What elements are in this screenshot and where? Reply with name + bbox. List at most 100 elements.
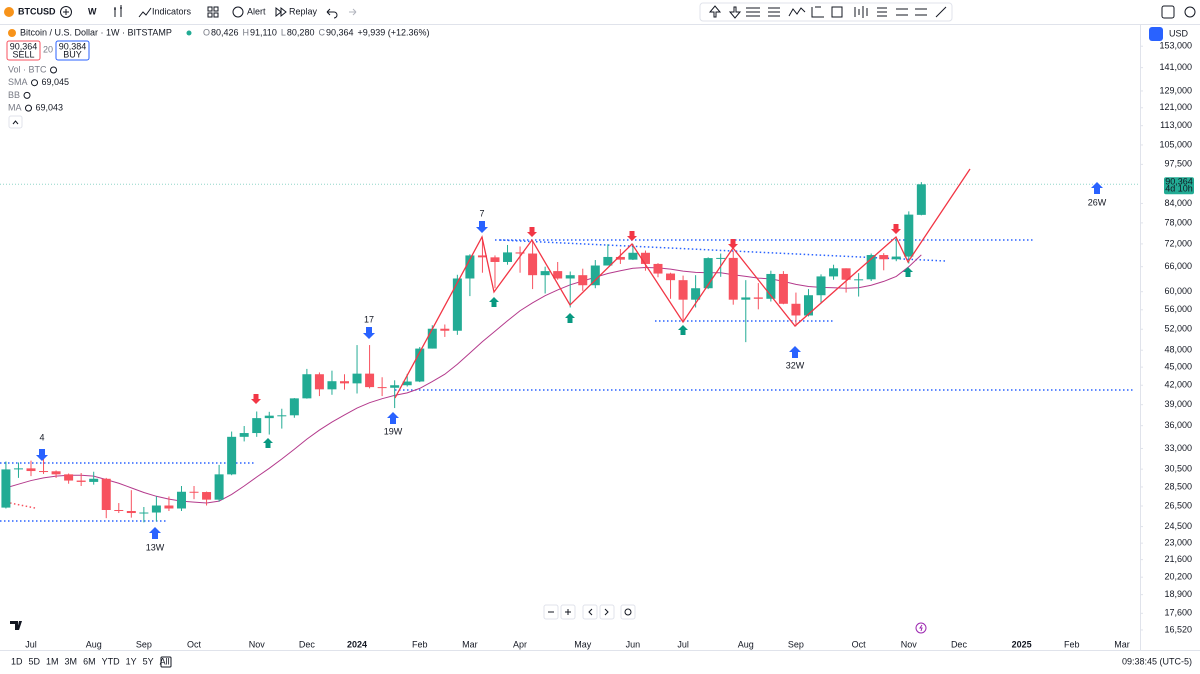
annotation: 7 [479, 208, 484, 218]
candle-body [176, 491, 186, 509]
chart-type-button[interactable] [114, 5, 122, 17]
logo [10, 621, 22, 630]
range-button[interactable]: 3M [65, 656, 78, 666]
range-button[interactable]: 1M [46, 656, 59, 666]
candle-body [114, 509, 124, 512]
countdown: 4d 10h [1165, 184, 1193, 194]
visibility-icon[interactable] [25, 104, 32, 112]
draw-lines[interactable] [746, 7, 760, 17]
legend-title: Bitcoin / U.S. Dollar · 1W · BITSTAMP [20, 27, 172, 37]
y-tick-label: 78,000 [1164, 217, 1192, 227]
range-button[interactable]: 5D [29, 656, 41, 666]
x-tick-label: Jun [626, 639, 641, 649]
candle-body [277, 415, 287, 417]
range-button[interactable]: 5Y [143, 656, 154, 666]
layout-button[interactable] [207, 6, 213, 12]
candle-body [590, 265, 600, 286]
range-button[interactable]: 6M [83, 656, 96, 666]
scroll-left[interactable] [582, 604, 598, 620]
candle-body [164, 505, 174, 509]
arrow-down [527, 227, 537, 237]
arrow-up [263, 438, 273, 448]
candle-body [39, 471, 49, 473]
x-tick-label: Oct [852, 639, 867, 649]
candle-body [741, 297, 751, 300]
sell-price: 90,364 [10, 41, 38, 51]
candle-body [528, 253, 538, 276]
replay-button[interactable]: Replay [289, 6, 318, 16]
y-tick-label: 45,000 [1164, 362, 1192, 372]
candle-body [816, 276, 826, 296]
indicators-button[interactable]: Indicators [152, 6, 192, 16]
interval[interactable]: W [88, 6, 97, 16]
draw-pattern[interactable] [788, 7, 806, 17]
candle-body [728, 257, 738, 300]
visibility-icon[interactable] [23, 91, 31, 99]
footer: 1D 5D 1M 3M 6M YTD 1Y 5Y All [11, 656, 170, 666]
candle-body [691, 288, 701, 300]
candle-body [76, 480, 86, 482]
currency-icon [1149, 27, 1163, 41]
candle-body [51, 471, 61, 475]
candle-body [540, 271, 550, 276]
range-button[interactable]: All [160, 656, 170, 666]
draw-channel[interactable] [915, 8, 927, 16]
visibility-icon[interactable] [50, 66, 58, 74]
candle-body [515, 252, 525, 254]
range-button[interactable]: 1Y [126, 656, 137, 666]
indicator-legend: Vol · BTC SMA 69,045 BB MA 69,043 [8, 64, 69, 112]
undo-button[interactable] [326, 8, 338, 19]
draw-arrow-up[interactable] [708, 5, 722, 18]
indicator-name: SMA [8, 77, 28, 87]
collapse-button[interactable] [8, 115, 23, 129]
candle-body [753, 297, 763, 299]
draw-trendline[interactable] [935, 6, 947, 18]
fullscreen-button[interactable] [1161, 5, 1175, 19]
last-price: 90,364 [1165, 177, 1193, 187]
buy-button[interactable] [55, 40, 90, 61]
candle-body [314, 374, 324, 390]
x-tick-label: Sep [136, 639, 152, 649]
draw-arrow-down[interactable] [728, 6, 742, 19]
draw-fib[interactable] [768, 7, 780, 17]
ohlc-value: 80,426 [211, 27, 239, 37]
draw-bars[interactable] [854, 6, 868, 18]
market-status [186, 30, 192, 36]
alert-button[interactable]: Alert [247, 6, 266, 16]
candle-body [490, 257, 500, 262]
event-icon [919, 624, 923, 632]
draw-text[interactable] [877, 7, 887, 17]
currency[interactable]: USD [1169, 28, 1189, 38]
symbol[interactable]: BTCUSD [18, 6, 56, 16]
draw-parallel[interactable] [896, 8, 908, 16]
candle-body [440, 328, 450, 331]
sell-button[interactable] [6, 40, 41, 61]
reset[interactable] [620, 604, 636, 620]
ohlc-value: 91,110 [250, 27, 277, 37]
x-tick-label: 2025 [1012, 639, 1032, 649]
y-tick-label: 129,000 [1159, 85, 1192, 95]
y-tick-label: 113,000 [1160, 120, 1192, 130]
candle-body [766, 273, 776, 299]
draw-range[interactable] [811, 6, 824, 18]
draw-rect[interactable] [831, 6, 843, 18]
redo-button[interactable] [349, 8, 357, 16]
candle-body [879, 255, 889, 260]
drawing-line [9, 502, 36, 509]
candle-body [615, 256, 625, 260]
event-marker[interactable] [915, 622, 927, 634]
range-button[interactable]: 1D [11, 656, 23, 666]
range-button[interactable]: YTD [102, 656, 121, 666]
visibility-icon[interactable] [31, 79, 39, 87]
snapshot-button[interactable] [1184, 6, 1196, 18]
layout-icon [213, 6, 219, 12]
y-tick-label: 26,500 [1164, 500, 1192, 510]
scroll-right[interactable] [599, 604, 615, 620]
date-range-button[interactable] [160, 656, 172, 668]
arrow-down [251, 394, 261, 404]
arrow-down [891, 224, 901, 234]
compare-button[interactable] [60, 6, 72, 18]
ohlc: O 80,426 H 91,110 L 80,280 C 90,364 +9,939 (+12.… [203, 27, 430, 37]
x-tick-label: Jul [25, 639, 37, 649]
candle-body [239, 433, 249, 437]
